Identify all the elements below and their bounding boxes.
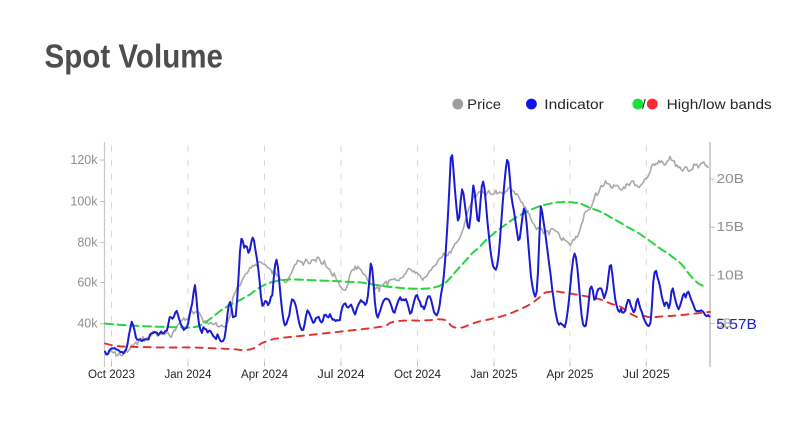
svg-text:100k: 100k bbox=[70, 194, 98, 208]
svg-text:Oct 2024: Oct 2024 bbox=[394, 369, 442, 381]
svg-text:Spot Volume: Spot Volume bbox=[45, 37, 224, 74]
svg-text:Indicator: Indicator bbox=[544, 97, 604, 112]
svg-text:20B: 20B bbox=[717, 172, 745, 186]
svg-text:Jan 2025: Jan 2025 bbox=[471, 369, 518, 381]
svg-text:5.57B: 5.57B bbox=[716, 316, 757, 333]
svg-text:5B: 5B bbox=[717, 317, 732, 331]
svg-text:High/low bands: High/low bands bbox=[667, 97, 772, 112]
svg-text:15B: 15B bbox=[717, 220, 745, 234]
svg-text:Apr 2024: Apr 2024 bbox=[241, 369, 289, 381]
svg-text:Price: Price bbox=[467, 97, 501, 112]
svg-text:80k: 80k bbox=[77, 236, 98, 250]
svg-text:Jul 2025: Jul 2025 bbox=[623, 369, 670, 381]
svg-text:120k: 120k bbox=[70, 153, 98, 167]
svg-text:Jan 2024: Jan 2024 bbox=[165, 369, 213, 381]
svg-text:40k: 40k bbox=[77, 317, 98, 331]
svg-text:10B: 10B bbox=[717, 268, 745, 282]
svg-text:Apr 2025: Apr 2025 bbox=[547, 369, 594, 381]
svg-text:Oct 2023: Oct 2023 bbox=[88, 369, 135, 381]
svg-text:Jul 2024: Jul 2024 bbox=[318, 369, 366, 381]
svg-text:/: / bbox=[642, 97, 646, 112]
svg-text:60k: 60k bbox=[77, 276, 98, 290]
